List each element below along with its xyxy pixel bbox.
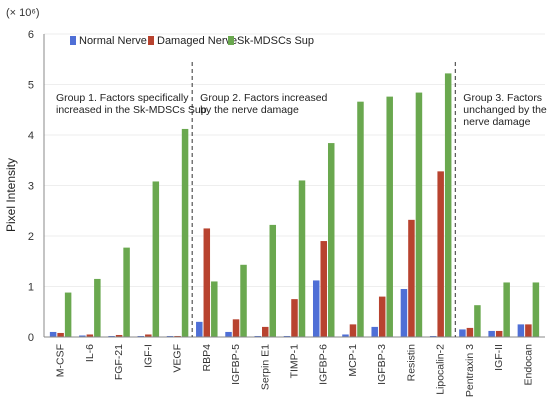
bar (312, 280, 320, 337)
bar (254, 335, 262, 337)
bar (269, 224, 277, 337)
bar (466, 327, 474, 337)
bar (57, 332, 64, 337)
bar (79, 335, 86, 337)
bar (115, 334, 123, 337)
y-tick-label: 4 (28, 130, 34, 142)
bar (386, 96, 393, 338)
bar (349, 324, 357, 338)
bar (225, 331, 232, 337)
group-annotation: unchanged by the (463, 104, 547, 116)
bar (166, 335, 174, 337)
x-tick-label: M-CSF (55, 344, 67, 377)
bar (327, 143, 335, 337)
x-tick-label: Resistin (405, 344, 417, 382)
bar (400, 289, 408, 337)
bar (152, 181, 160, 337)
bar (181, 128, 189, 337)
x-tick-label: IGFBP-5 (230, 344, 242, 385)
y-tick-label: 0 (28, 332, 34, 344)
group-annotation: by the nerve damage (200, 104, 299, 116)
x-tick-label: Pentraxin 3 (464, 344, 476, 397)
legend-swatch (228, 36, 234, 45)
x-tick-label: IGF-I (142, 344, 154, 368)
bar (203, 228, 211, 337)
group-annotation: Group 3. Factors (463, 92, 542, 104)
x-tick-label: RBP4 (201, 344, 213, 372)
y-tick-label: 2 (28, 231, 34, 243)
legend-swatch (70, 36, 76, 45)
bar (378, 296, 386, 337)
bar (94, 278, 101, 337)
y-scale-note: (× 10⁶) (6, 7, 40, 19)
bar (145, 334, 152, 337)
x-tick-label: Lipocalin-2 (435, 344, 447, 395)
y-tick-label: 3 (28, 181, 34, 193)
bar (474, 305, 481, 337)
x-tick-label: IGFBP-6 (318, 344, 330, 385)
bar (232, 319, 240, 337)
group-annotation: Group 1. Factors specifically (56, 92, 189, 104)
bar (459, 329, 466, 337)
x-tick-label: FGF-21 (113, 344, 125, 380)
bar (444, 73, 452, 337)
bar (408, 219, 415, 337)
bar (240, 264, 247, 337)
bar (298, 180, 306, 337)
group-annotation: increased in the Sk-MDSCs Sup (56, 104, 207, 116)
bar (532, 282, 540, 337)
bar (262, 326, 269, 337)
x-tick-label: IGFBP-3 (376, 344, 388, 385)
legend-entry: Normal Nerve (79, 35, 147, 47)
y-tick-label: 6 (28, 29, 34, 41)
bar (415, 92, 423, 337)
bar (525, 324, 532, 338)
legend-entry: Damaged Nerve (157, 35, 237, 47)
x-tick-label: VEGF (172, 344, 184, 373)
x-tick-label: IGF-II (493, 344, 505, 371)
bar (291, 299, 298, 338)
bar (137, 335, 145, 337)
x-tick-label: TIMP-1 (289, 344, 301, 379)
bar (174, 335, 181, 337)
x-tick-label: Endocan (522, 344, 534, 386)
legend-swatch (148, 36, 154, 45)
legend-entry: Sk-MDSCs Sup (237, 35, 314, 47)
bar (49, 331, 57, 337)
bar (357, 101, 364, 337)
bar (108, 335, 115, 337)
bar (517, 324, 525, 338)
x-tick-label: Serpin E1 (259, 344, 271, 390)
group-annotation: nerve damage (463, 116, 530, 128)
bar (64, 292, 72, 337)
y-tick-label: 5 (28, 80, 34, 92)
y-axis-label: Pixel Intensity (4, 158, 18, 232)
bar (211, 281, 218, 337)
x-tick-label: MCP-1 (347, 344, 359, 377)
bar (495, 330, 503, 337)
bar (429, 335, 437, 337)
bar (86, 334, 94, 337)
x-tick-label: IL-6 (84, 344, 96, 362)
bar (320, 241, 327, 337)
bar (283, 335, 291, 337)
bar (503, 282, 510, 337)
bar (123, 247, 130, 337)
bar (437, 171, 444, 337)
group-annotation: Group 2. Factors increased (200, 92, 327, 104)
bar (371, 326, 378, 337)
bar (342, 334, 349, 337)
y-tick-label: 1 (28, 282, 34, 294)
bar (196, 321, 203, 337)
bar (488, 330, 495, 337)
